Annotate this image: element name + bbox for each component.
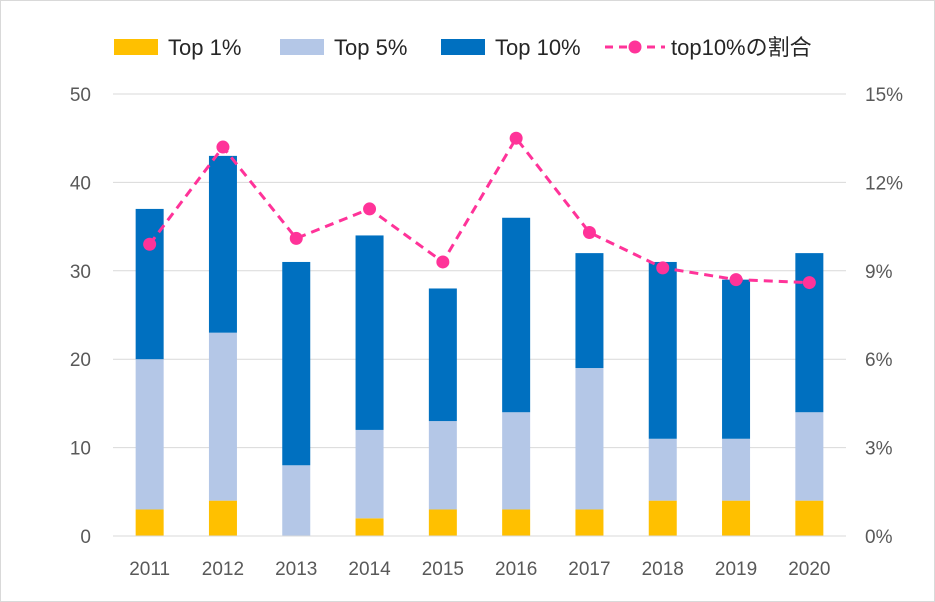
bar-top-1pct-2011 <box>135 509 164 536</box>
legend-label: Top 10% <box>495 35 581 60</box>
bar-top-1pct-2016 <box>502 509 531 536</box>
bar-top-5pct-2014 <box>355 429 384 519</box>
bar-top-1pct-2015 <box>428 509 457 536</box>
bar-top-5pct-2018 <box>648 438 677 501</box>
right-tick-label: 3% <box>865 439 893 460</box>
legend-item-top-5pct: Top 5% <box>280 35 407 60</box>
ratio-line-series <box>143 131 816 290</box>
bar-top-10pct-2019 <box>722 279 751 439</box>
point-top10pct-2016 <box>509 131 523 145</box>
left-tick-label: 30 <box>70 262 91 283</box>
bar-top-10pct-2017 <box>575 253 604 369</box>
bar-top-10pct-2016 <box>502 217 531 413</box>
legend-label: top10%の割合 <box>671 35 812 60</box>
x-tick-label: 2014 <box>348 559 391 580</box>
bar-top-5pct-2013 <box>282 465 311 536</box>
x-tick-label: 2015 <box>422 559 464 580</box>
right-tick-label: 6% <box>865 350 893 371</box>
x-tick-label: 2016 <box>495 559 537 580</box>
bar-top-10pct-2011 <box>135 208 164 360</box>
legend-item-top10pct: top10%の割合 <box>605 35 812 60</box>
x-tick-label: 2012 <box>202 559 244 580</box>
left-y-axis: 0 10 20 30 40 50 <box>70 85 91 548</box>
bar-top-5pct-2017 <box>575 368 604 510</box>
bars <box>135 155 824 536</box>
bar-top-5pct-2016 <box>502 412 531 510</box>
bar-top-10pct-2012 <box>208 155 237 333</box>
bar-top-5pct-2012 <box>208 332 237 501</box>
x-tick-label: 2017 <box>568 559 610 580</box>
right-tick-label: 9% <box>865 262 893 283</box>
legend-item-top-1pct: Top 1% <box>114 35 241 60</box>
point-top10pct-2019 <box>729 273 743 287</box>
bar-top-5pct-2011 <box>135 359 164 510</box>
legend-marker <box>628 40 642 54</box>
bar-top-1pct-2017 <box>575 509 604 536</box>
bar-top-1pct-2019 <box>722 500 751 536</box>
point-top10pct-2014 <box>363 202 377 216</box>
bar-top-1pct-2018 <box>648 500 677 536</box>
x-tick-label: 2018 <box>642 559 684 580</box>
right-tick-label: 15% <box>865 85 903 106</box>
x-tick-label: 2019 <box>715 559 757 580</box>
left-tick-label: 50 <box>70 85 91 106</box>
left-tick-label: 40 <box>70 173 91 194</box>
right-y-axis: 0% 3% 6% 9% 12% 15% <box>865 85 903 548</box>
left-tick-label: 0 <box>80 527 91 548</box>
bar-top-5pct-2019 <box>722 438 751 501</box>
point-top10pct-2015 <box>436 255 450 269</box>
x-tick-label: 2011 <box>129 559 170 580</box>
legend-label: Top 5% <box>334 35 407 60</box>
point-top10pct-2020 <box>802 276 816 290</box>
bar-top-10pct-2014 <box>355 235 384 430</box>
line-top10pct <box>148 135 810 285</box>
legend-swatch <box>280 39 324 55</box>
bar-top-1pct-2020 <box>795 500 824 536</box>
point-top10pct-2011 <box>143 237 157 251</box>
legend-swatch <box>114 39 158 55</box>
point-top10pct-2017 <box>582 225 596 239</box>
legend-item-top-10pct: Top 10% <box>441 35 581 60</box>
legend: Top 1% Top 5% Top 10% top10%の割合 <box>114 35 812 60</box>
point-top10pct-2018 <box>656 261 670 275</box>
legend-swatch <box>441 39 485 55</box>
left-tick-label: 20 <box>70 350 91 371</box>
left-tick-label: 10 <box>70 439 91 460</box>
right-tick-label: 12% <box>865 173 903 194</box>
bar-top-5pct-2020 <box>795 412 824 501</box>
bar-top-1pct-2014 <box>355 518 384 536</box>
point-top10pct-2012 <box>216 140 230 154</box>
x-axis: 2011 2012 2013 2014 2015 2016 2017 2018 2019 2020 <box>113 535 846 580</box>
bar-top-10pct-2013 <box>282 261 311 466</box>
point-top10pct-2013 <box>289 231 303 245</box>
bar-top-5pct-2015 <box>428 421 457 510</box>
right-tick-label: 0% <box>865 527 893 548</box>
bar-top-10pct-2015 <box>428 288 457 422</box>
x-tick-label: 2013 <box>275 559 317 580</box>
bar-top-10pct-2018 <box>648 261 677 439</box>
x-tick-label: 2020 <box>788 559 830 580</box>
legend-label: Top 1% <box>168 35 241 60</box>
bar-top-1pct-2012 <box>208 500 237 536</box>
